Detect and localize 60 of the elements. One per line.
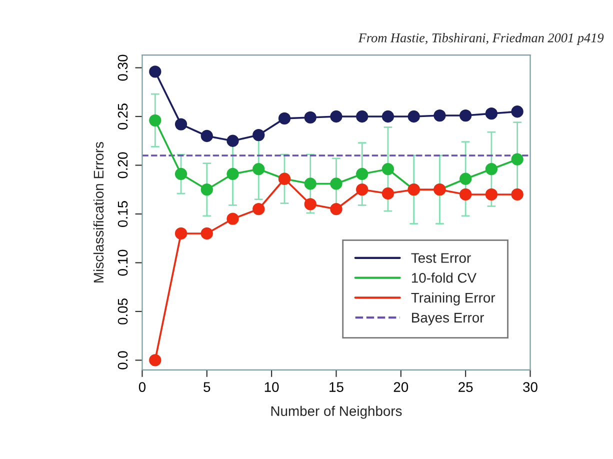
point xyxy=(485,188,498,201)
x-tick-label: 25 xyxy=(458,382,473,392)
point xyxy=(174,227,188,240)
y-tick-label: 0.10 xyxy=(118,250,128,276)
point xyxy=(382,187,394,200)
point xyxy=(149,114,162,126)
x-tick-label: 10 xyxy=(264,382,279,392)
point xyxy=(460,188,472,201)
point xyxy=(226,168,239,180)
point xyxy=(304,178,316,190)
point xyxy=(356,168,368,180)
point xyxy=(304,198,316,210)
point xyxy=(330,110,342,123)
y-tick-label: 0.30 xyxy=(118,54,128,81)
point xyxy=(252,128,265,142)
point xyxy=(485,163,498,176)
point xyxy=(304,111,316,124)
point xyxy=(252,163,265,176)
legend-label: Test Error xyxy=(411,253,471,263)
point xyxy=(356,110,368,123)
point xyxy=(200,184,213,196)
point xyxy=(200,227,213,240)
point xyxy=(226,134,239,147)
point xyxy=(382,110,394,123)
y-axis-title: Misclassification Errors xyxy=(93,142,104,282)
legend-label: Training Error xyxy=(411,292,496,306)
point xyxy=(408,110,420,123)
legend-label: 10-fold CV xyxy=(412,272,476,283)
x-tick-label: 30 xyxy=(523,382,538,392)
point xyxy=(226,212,239,225)
y-tick-label: 0.05 xyxy=(118,298,128,324)
point xyxy=(460,109,472,122)
y-tick-label: 0.25 xyxy=(118,104,128,130)
y-tick-label: 0.15 xyxy=(118,201,128,227)
point xyxy=(485,107,498,120)
point xyxy=(149,66,162,78)
point xyxy=(278,112,291,125)
point xyxy=(511,106,524,118)
point xyxy=(511,188,524,201)
point xyxy=(252,203,265,216)
point xyxy=(200,130,213,142)
x-tick-label: 5 xyxy=(204,382,210,392)
x-tick-label: 15 xyxy=(330,382,344,392)
point xyxy=(511,153,524,166)
point xyxy=(382,163,394,176)
x-tick-label: 0 xyxy=(138,382,146,392)
legend-label: Bayes Error xyxy=(412,312,484,326)
point xyxy=(356,184,368,196)
point xyxy=(330,178,342,190)
point xyxy=(330,203,342,216)
x-tick-label: 20 xyxy=(394,382,408,392)
y-tick-label: 0.0 xyxy=(118,351,128,370)
point xyxy=(174,168,188,180)
text: From Hastie, Tibshirani, Friedman 2001 p419 xyxy=(358,33,604,45)
point xyxy=(460,172,472,185)
point xyxy=(149,354,162,366)
point xyxy=(434,109,446,122)
y-tick-label: 0.20 xyxy=(118,152,128,178)
x-axis-title: Number of Neighbors xyxy=(271,406,402,419)
point xyxy=(174,118,188,130)
